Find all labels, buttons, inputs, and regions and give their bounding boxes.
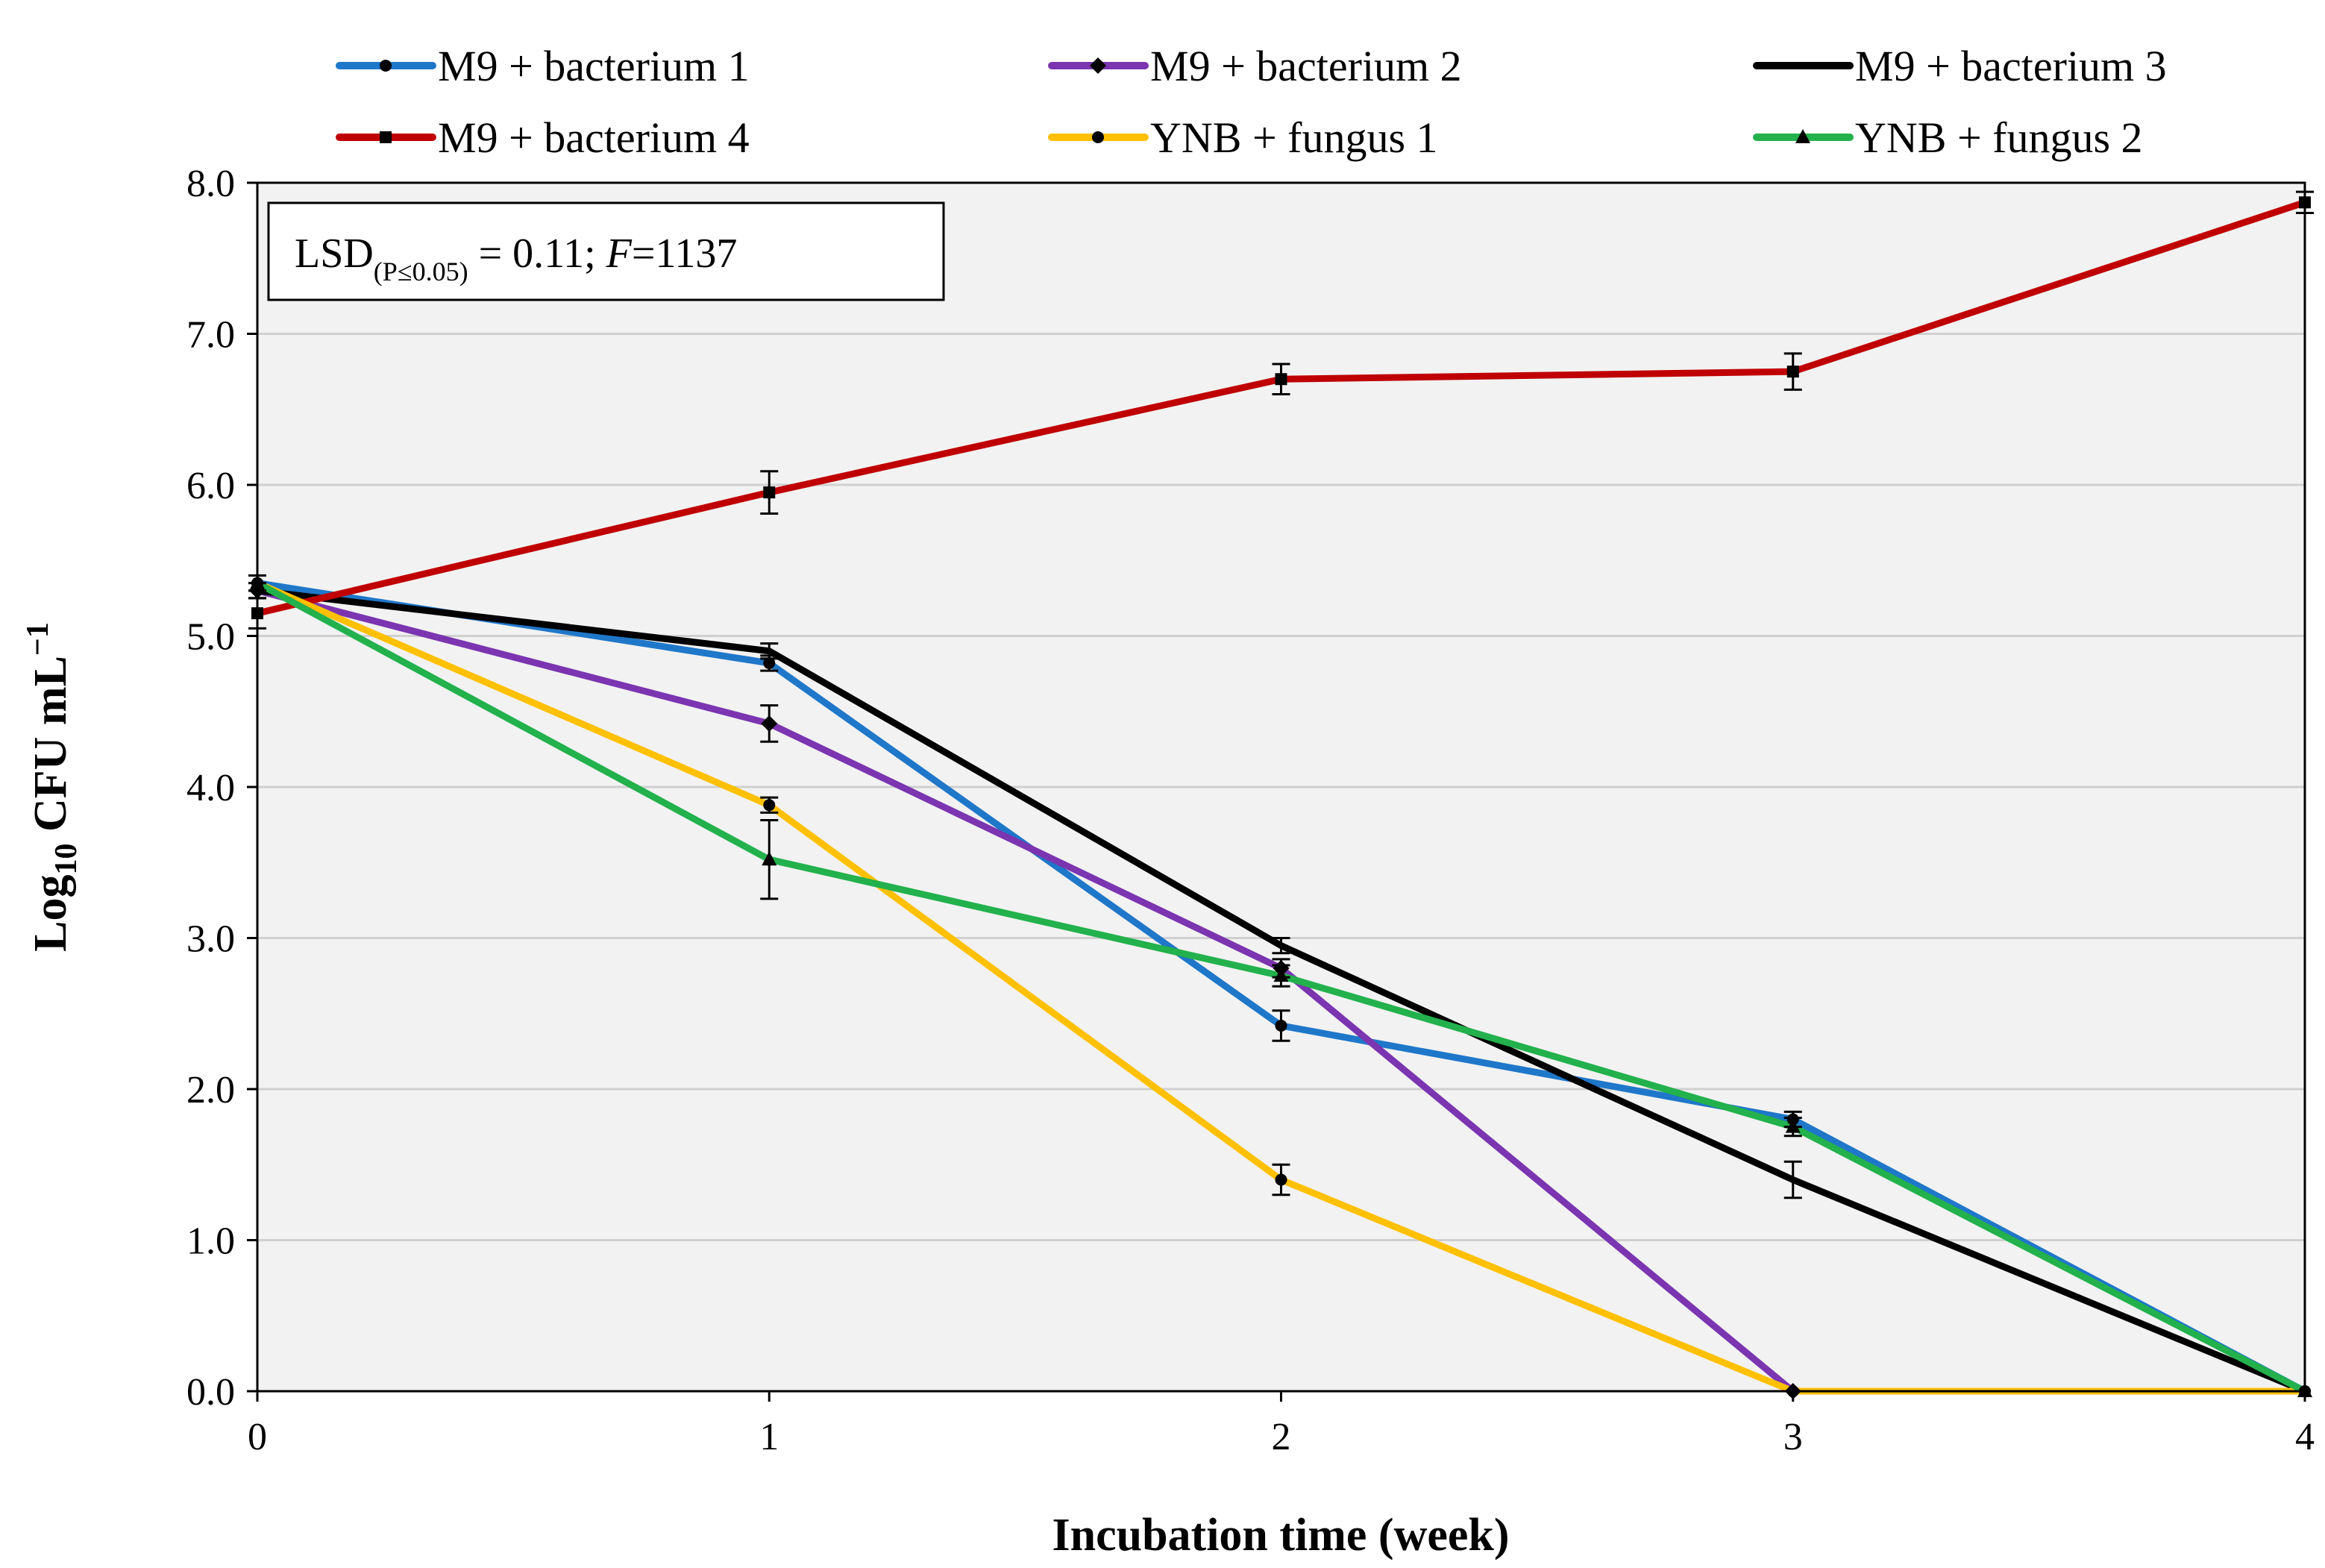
legend-marker (1090, 57, 1106, 74)
x-tick-label: 4 (2295, 1416, 2315, 1458)
x-tick-label: 2 (1272, 1416, 1291, 1458)
data-point (1275, 373, 1287, 386)
y-tick-label: 3.0 (186, 918, 235, 961)
y-tick-label: 8.0 (186, 163, 235, 205)
series-line (254, 587, 1797, 1395)
y-axis-title: Log10 CFU mL−1 (21, 622, 84, 952)
annotation-subscript: (P≤0.05) (374, 257, 468, 286)
y-tick-label: 4.0 (186, 767, 235, 809)
annotation-box: LSD(P≤0.05) = 0.11; F=1137 (267, 201, 945, 301)
x-tick-label: 1 (759, 1416, 779, 1458)
y-axis-title-main: Log (25, 875, 76, 952)
series-6-points (248, 574, 2312, 1397)
y-tick-label: 5.0 (186, 616, 235, 659)
legend-item: M9 + bacterium 1 (336, 42, 750, 90)
y-tick-label: 0.0 (186, 1371, 235, 1414)
legend-marker (1092, 131, 1104, 143)
annotation-text: LSD(P≤0.05) = 0.11; F=1137 (295, 231, 737, 286)
data-point (761, 715, 778, 732)
legend-item: YNB + fungus 1 (1048, 113, 1438, 162)
data-point (762, 851, 777, 866)
data-point (1786, 366, 1799, 378)
legend-marker (380, 131, 392, 143)
annotation-f-label: F (606, 231, 633, 277)
annotation-f-value: =1137 (632, 231, 738, 277)
legend-marker (380, 60, 392, 72)
data-point (1275, 1019, 1287, 1032)
data-point (763, 799, 776, 812)
x-axis-title: Incubation time (week) (1052, 1510, 1509, 1561)
legend-label: YNB + fungus 2 (1855, 113, 2143, 162)
data-point (1273, 968, 1289, 982)
legend-item: M9 + bacterium 2 (1048, 42, 1462, 90)
y-axis-title-superscript: −1 (21, 622, 55, 656)
legend-label: M9 + bacterium 1 (438, 42, 750, 90)
annotation-suffix: = 0.11; (468, 231, 606, 277)
y-axis-ticks: 0.0 1.0 2.0 3.0 4.0 5.0 6.0 7.0 8.0 (186, 163, 257, 1414)
legend-item: M9 + bacterium 4 (336, 113, 750, 162)
y-axis-title-rest: CFU mL (25, 656, 76, 843)
data-point (763, 486, 776, 499)
legend-label: M9 + bacterium 2 (1150, 42, 1462, 90)
legend-item: YNB + fungus 2 (1753, 113, 2143, 162)
legend-label: M9 + bacterium 3 (1855, 42, 2167, 90)
legend: M9 + bacterium 1 M9 + bacterium 2 M9 + bac… (336, 42, 2167, 162)
y-tick-label: 2.0 (186, 1069, 235, 1111)
y-tick-label: 1.0 (186, 1220, 235, 1263)
legend-item: M9 + bacterium 3 (1753, 42, 2167, 90)
y-tick-label: 6.0 (186, 465, 235, 507)
annotation-prefix: LSD (295, 231, 374, 277)
x-tick-label: 0 (248, 1416, 267, 1458)
y-axis-title-subscript: 10 (49, 844, 84, 875)
legend-label: YNB + fungus 1 (1150, 113, 1438, 162)
data-point (1785, 1118, 1801, 1133)
legend-marker (1795, 129, 1810, 143)
legend-label: M9 + bacterium 4 (438, 113, 750, 162)
data-point (763, 656, 776, 669)
y-tick-label: 7.0 (186, 314, 235, 357)
x-axis-ticks: 0 1 2 3 4 (248, 1391, 2315, 1458)
x-tick-label: 3 (1783, 1416, 1803, 1458)
series-2 (254, 587, 1797, 1395)
data-point (1275, 1173, 1287, 1186)
